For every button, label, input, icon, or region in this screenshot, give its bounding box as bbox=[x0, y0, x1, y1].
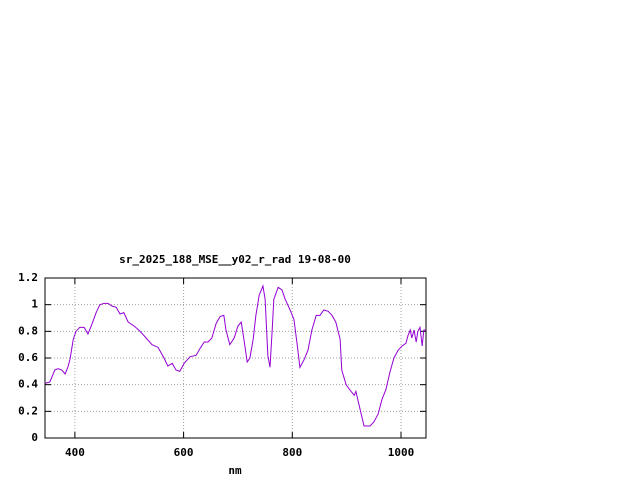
y-tick-label: 0.2 bbox=[18, 404, 38, 417]
plot-border bbox=[44, 277, 427, 439]
data-line bbox=[44, 284, 426, 427]
x-tick-label: 400 bbox=[65, 446, 85, 459]
y-tick-label: 0 bbox=[31, 431, 38, 444]
y-tick-label: 0.4 bbox=[18, 378, 38, 391]
chart-title: sr_2025_188_MSE__y02_r_rad 19-08-00 bbox=[119, 253, 351, 266]
x-tick-label: 800 bbox=[282, 446, 302, 459]
x-tick-label: 600 bbox=[174, 446, 194, 459]
y-tick-label: 0.8 bbox=[18, 324, 38, 337]
y-tick-label: 1 bbox=[31, 298, 38, 311]
x-axis-label: nm bbox=[228, 464, 242, 477]
y-tick-label: 0.6 bbox=[18, 351, 38, 364]
y-tick-label: 1.2 bbox=[18, 271, 38, 284]
x-tick-label: 1000 bbox=[388, 446, 415, 459]
